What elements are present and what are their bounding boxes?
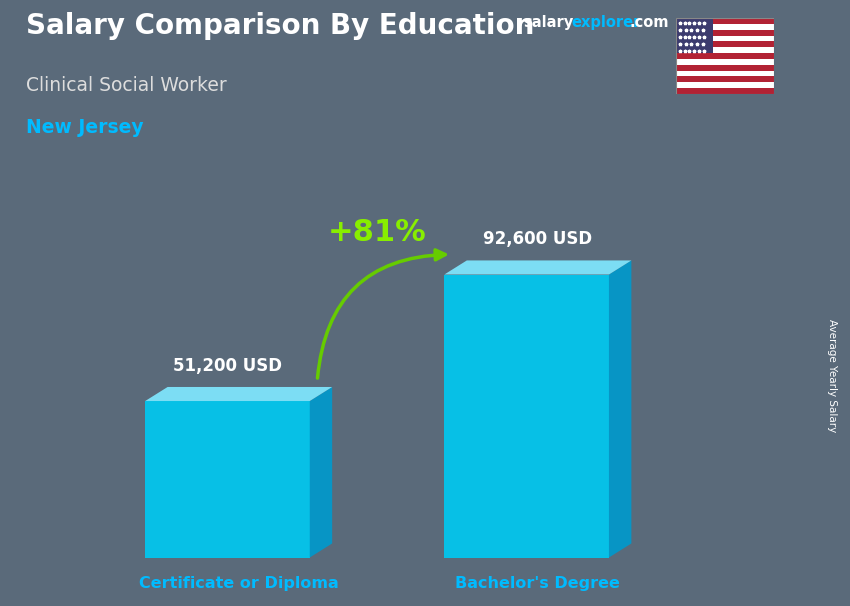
Bar [676,30,774,36]
Bar [676,41,774,47]
Text: 51,200 USD: 51,200 USD [173,357,282,375]
Bar [676,47,774,53]
Bar [676,82,774,88]
Bar [676,53,774,59]
Bar [676,18,774,24]
Polygon shape [145,401,309,558]
Polygon shape [445,275,609,558]
Bar [676,24,774,30]
Text: Certificate or Diploma: Certificate or Diploma [139,576,338,591]
Polygon shape [609,261,632,558]
Text: 92,600 USD: 92,600 USD [484,230,592,248]
Text: Bachelor's Degree: Bachelor's Degree [456,576,620,591]
Bar [676,71,774,76]
Bar [676,88,774,94]
Text: New Jersey: New Jersey [26,118,143,137]
Bar [676,76,774,82]
Text: explorer: explorer [571,15,641,30]
Bar [676,59,774,65]
Text: salary: salary [523,15,573,30]
Text: +81%: +81% [328,218,427,247]
Text: Clinical Social Worker: Clinical Social Worker [26,76,226,95]
Polygon shape [145,387,332,401]
Text: Average Yearly Salary: Average Yearly Salary [827,319,837,432]
Text: Salary Comparison By Education: Salary Comparison By Education [26,12,534,40]
Polygon shape [309,387,332,558]
Polygon shape [445,261,632,275]
Bar [676,36,774,41]
Bar [676,18,713,53]
Bar [676,65,774,71]
Text: .com: .com [630,15,669,30]
